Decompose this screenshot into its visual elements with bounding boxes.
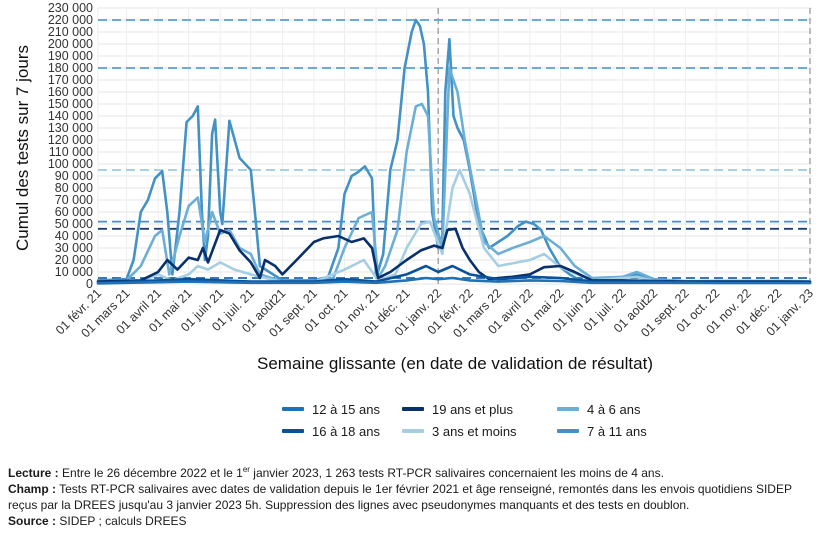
y-tick-label: 220 000 [48,13,93,27]
legend-item: 4 à 6 ans [557,400,687,418]
legend-swatch [402,429,424,433]
y-tick-label: 140 000 [48,109,93,123]
legend-label: 7 à 11 ans [587,423,647,439]
note-lecture-sup: er [242,465,250,474]
note-lecture-text: Entre le 26 décembre 2022 et le 1 [58,466,243,480]
y-tick-label: 60 000 [55,205,93,219]
y-tick-label: 120 000 [48,133,93,147]
note-champ-label: Champ : [8,482,56,496]
series-line [96,227,812,284]
note-source: Source : SIDEP ; calculs DREES [8,513,816,529]
y-tick-label: 170 000 [48,73,93,87]
y-tick-label: 10 000 [55,265,93,279]
chart-notes: Lecture : Entre le 26 décembre 2022 et l… [8,462,816,529]
y-tick-label: 230 000 [48,1,93,15]
y-tick-label: 100 000 [48,157,93,171]
legend-swatch [557,429,579,433]
y-tick-label: 30 000 [55,241,93,255]
y-tick-label: 180 000 [48,61,93,75]
note-lecture-label: Lecture : [8,466,59,480]
y-tick-label: 90 000 [55,169,93,183]
series-line [96,168,812,285]
legend-label: 19 ans et plus [432,401,513,417]
y-tick-label: 200 000 [48,37,93,51]
x-axis-title: Semaine glissante (en date de validation… [257,354,653,373]
legend-label: 16 à 18 ans [312,423,380,439]
note-source-text: SIDEP ; calculs DREES [56,514,187,528]
legend-item: 16 à 18 ans [282,422,402,440]
legend-swatch [282,429,304,433]
series-line [96,66,812,283]
y-tick-label: 130 000 [48,121,93,135]
y-tick-label: 150 000 [48,97,93,111]
y-tick-label: 0 [86,277,93,291]
series-line [96,18,812,283]
note-lecture: Lecture : Entre le 26 décembre 2022 et l… [8,462,816,481]
y-tick-label: 110 000 [49,145,93,159]
note-champ-text: Tests RT-PCR salivaires avec dates de va… [8,482,792,512]
y-tick-label: 50 000 [55,217,93,231]
series-lines [96,18,812,285]
note-lecture-text-end: janvier 2023, 1 263 tests RT-PCR salivai… [249,466,664,480]
y-tick-label: 80 000 [55,181,93,195]
y-tick-label: 40 000 [55,229,93,243]
series-line [96,276,812,285]
y-tick-label: 20 000 [55,253,93,267]
y-tick-label: 160 000 [48,85,93,99]
legend-label: 3 ans et moins [432,423,517,439]
legend-swatch [402,407,424,411]
y-tick-label: 190 000 [48,49,93,63]
y-axis-title: Cumul des tests sur 7 jours [13,45,32,251]
note-champ: Champ : Tests RT-PCR salivaires avec dat… [8,481,816,513]
legend-swatch [557,407,579,411]
y-tick-label: 210 000 [48,25,93,39]
legend-swatch [282,407,304,411]
legend-item: 19 ans et plus [402,400,557,418]
legend-item: 7 à 11 ans [557,422,687,440]
legend: 12 à 15 ans 19 ans et plus 4 à 6 ans 16 … [282,400,687,440]
legend-item: 3 ans et moins [402,422,557,440]
y-tick-label: 70 000 [55,193,93,207]
note-source-label: Source : [8,514,57,528]
legend-label: 4 à 6 ans [587,401,641,417]
legend-label: 12 à 15 ans [312,401,380,417]
legend-item: 12 à 15 ans [282,400,402,418]
